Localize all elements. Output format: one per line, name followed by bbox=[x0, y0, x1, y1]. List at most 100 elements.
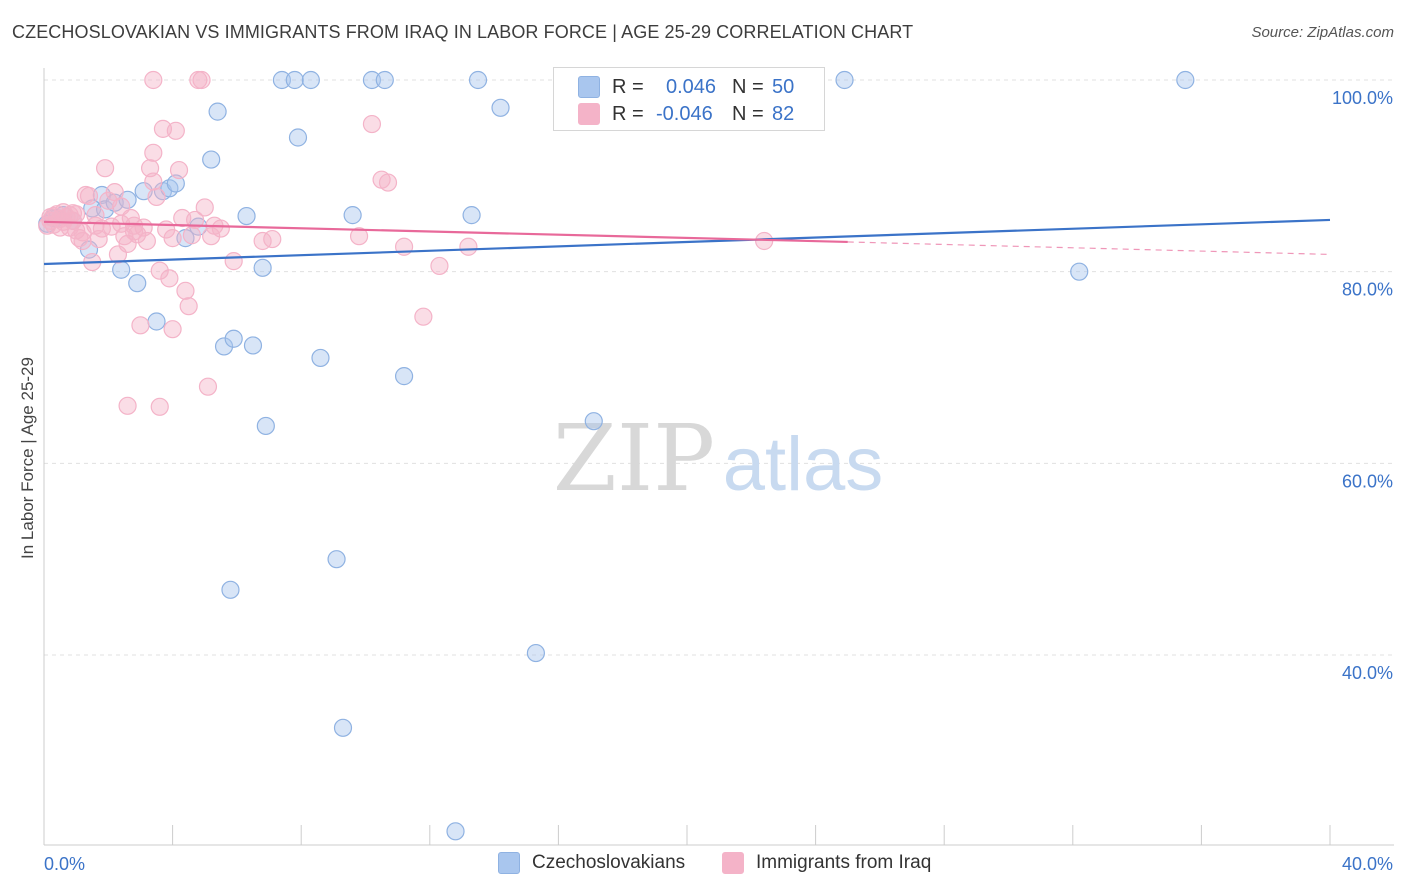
watermark-atlas: atlas bbox=[723, 422, 884, 507]
data-point-czechoslovakian bbox=[166, 174, 185, 193]
data-point-iraq bbox=[224, 252, 243, 271]
data-point-iraq bbox=[144, 70, 163, 90]
legend-r-value: 0.046 bbox=[666, 75, 717, 98]
data-point-iraq bbox=[186, 210, 205, 230]
data-point-czechoslovakian bbox=[128, 274, 147, 293]
data-point-czechoslovakian bbox=[446, 822, 465, 841]
y-tick-label: 100.0% bbox=[1332, 88, 1393, 108]
data-point-czechoslovakian bbox=[584, 412, 603, 431]
data-point-iraq bbox=[195, 198, 214, 217]
tick-labels: 40.0% 60.0% 80.0% 100.0% 0.0% 40.0% bbox=[44, 88, 1393, 874]
data-point-iraq bbox=[163, 229, 182, 248]
data-point-iraq bbox=[150, 261, 169, 280]
x-tick-label: 0.0% bbox=[44, 854, 85, 874]
chart-title: CZECHOSLOVAKIAN VS IMMIGRANTS FROM IRAQ … bbox=[12, 22, 914, 42]
legend-r-value: -0.046 bbox=[656, 102, 713, 125]
source-label: Source: ZipAtlas.com bbox=[1251, 24, 1394, 41]
data-point-iraq bbox=[137, 231, 156, 251]
gridlines bbox=[44, 79, 1394, 656]
data-point-iraq bbox=[430, 256, 449, 276]
data-point-czechoslovakian bbox=[214, 337, 234, 356]
data-point-iraq bbox=[198, 377, 218, 396]
data-point-iraq bbox=[166, 121, 185, 140]
legend-row-pink: R = -0.046 N = 82 bbox=[578, 101, 794, 127]
watermark-zip: ZIP bbox=[553, 405, 715, 512]
data-point-czechoslovakian bbox=[462, 206, 481, 225]
data-point-czechoslovakian bbox=[526, 643, 545, 663]
data-point-iraq bbox=[86, 206, 105, 225]
bottom-legend-swatch-pink bbox=[722, 852, 744, 874]
data-point-iraq bbox=[378, 173, 398, 192]
legend-n-label: N = bbox=[732, 75, 764, 98]
data-point-czechoslovakian bbox=[253, 258, 272, 277]
y-tick-label: 60.0% bbox=[1342, 471, 1393, 491]
data-point-iraq bbox=[160, 269, 179, 288]
data-point-iraq bbox=[112, 197, 131, 216]
data-point-iraq bbox=[349, 227, 369, 246]
data-point-czechoslovakian bbox=[311, 348, 330, 368]
legend-swatch-pink bbox=[578, 103, 600, 125]
x-tick-label: 40.0% bbox=[1342, 854, 1393, 874]
data-point-iraq bbox=[144, 172, 163, 191]
data-point-iraq bbox=[147, 187, 166, 207]
trend-line-iraq-extension bbox=[847, 241, 1331, 256]
data-point-iraq bbox=[169, 160, 189, 180]
data-point-czechoslovakian bbox=[256, 416, 275, 436]
legend-r-label: R = bbox=[612, 102, 644, 125]
data-point-czechoslovakian bbox=[112, 260, 131, 279]
data-point-iraq bbox=[79, 186, 99, 206]
data-point-iraq bbox=[131, 316, 150, 335]
data-point-iraq bbox=[60, 206, 79, 225]
data-point-czechoslovakian bbox=[288, 128, 308, 147]
trend-lines bbox=[43, 218, 1331, 266]
bottom-legend-label: Immigrants from Iraq bbox=[756, 852, 932, 873]
data-point-czechoslovakian bbox=[221, 580, 240, 599]
data-point-iraq bbox=[144, 143, 163, 162]
data-point-czechoslovakian bbox=[237, 206, 256, 226]
series-iraq bbox=[38, 70, 774, 416]
data-point-czechoslovakian bbox=[1070, 262, 1089, 281]
data-point-czechoslovakian bbox=[147, 312, 166, 331]
data-point-iraq bbox=[202, 227, 221, 246]
bottom-legend-czechoslovakians: Czechoslovakians bbox=[498, 852, 685, 874]
data-point-iraq bbox=[182, 226, 201, 245]
y-tick-label: 80.0% bbox=[1342, 280, 1393, 300]
data-point-czechoslovakian bbox=[301, 70, 320, 90]
legend-n-value: 50 bbox=[772, 75, 795, 98]
data-point-czechoslovakian bbox=[394, 367, 414, 386]
legend-r-label: R = bbox=[612, 75, 644, 98]
legend-swatch-blue bbox=[578, 76, 600, 98]
data-point-iraq bbox=[414, 307, 433, 326]
data-point-czechoslovakian bbox=[491, 98, 510, 117]
trend-line-czechoslovakians bbox=[43, 218, 1331, 266]
data-point-czechoslovakian bbox=[333, 718, 353, 737]
bottom-legend-label: Czechoslovakians bbox=[532, 852, 686, 873]
bottom-legend-swatch-blue bbox=[498, 852, 520, 874]
data-point-czechoslovakian bbox=[343, 206, 362, 225]
data-point-iraq bbox=[211, 219, 230, 238]
legend-row-blue: R = 0.046 N = 50 bbox=[578, 74, 794, 100]
data-point-czechoslovakian bbox=[272, 70, 292, 90]
bottom-legend: Czechoslovakians Immigrants from Iraq bbox=[0, 852, 1406, 878]
data-point-iraq bbox=[192, 70, 211, 90]
data-point-iraq bbox=[118, 396, 137, 415]
data-point-czechoslovakian bbox=[327, 550, 346, 569]
data-point-czechoslovakian bbox=[243, 336, 263, 355]
data-point-czechoslovakian bbox=[362, 70, 382, 90]
data-point-iraq bbox=[95, 159, 115, 178]
trend-line-iraq bbox=[43, 220, 848, 244]
data-point-iraq bbox=[179, 297, 198, 316]
data-point-iraq bbox=[176, 281, 195, 300]
data-point-iraq bbox=[150, 397, 169, 416]
data-point-czechoslovakian bbox=[202, 150, 221, 169]
data-point-iraq bbox=[459, 237, 478, 256]
data-point-iraq bbox=[89, 229, 108, 249]
data-point-czechoslovakian bbox=[835, 70, 854, 90]
data-point-czechoslovakian bbox=[285, 70, 304, 90]
y-tick-label: 40.0% bbox=[1342, 663, 1393, 683]
data-point-iraq bbox=[140, 159, 160, 178]
data-point-czechoslovakian bbox=[375, 70, 394, 90]
watermark: ZIP atlas bbox=[553, 405, 883, 512]
legend-n-value: 82 bbox=[772, 102, 795, 125]
data-point-czechoslovakian bbox=[224, 329, 243, 348]
